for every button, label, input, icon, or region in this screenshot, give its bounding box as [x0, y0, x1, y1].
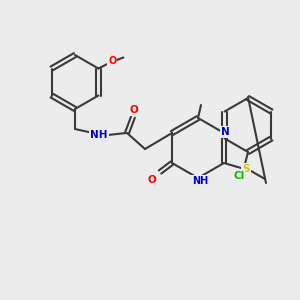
Text: O: O — [148, 175, 156, 185]
Text: Cl: Cl — [233, 171, 244, 181]
Text: O: O — [130, 105, 138, 115]
Text: NH: NH — [192, 176, 208, 186]
Text: S: S — [242, 164, 250, 174]
Text: N: N — [220, 127, 230, 137]
Text: O: O — [108, 56, 116, 67]
Text: NH: NH — [90, 130, 108, 140]
